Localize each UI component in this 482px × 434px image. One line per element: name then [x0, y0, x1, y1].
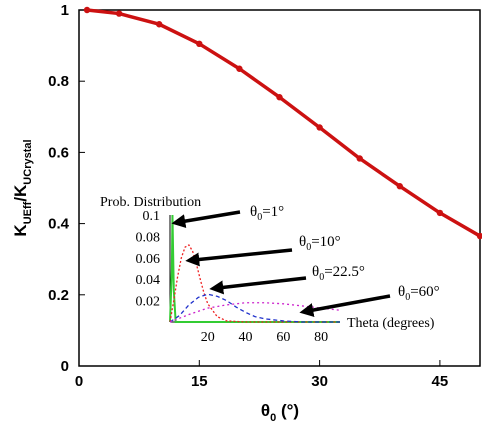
annotations: θ0=1°θ0=10°θ0=22.5°θ0=60°: [171, 204, 440, 317]
inset-y-tick-label: 0.08: [136, 230, 161, 245]
inset-title: Prob. Distribution: [100, 195, 201, 210]
x-label-subscript: 0: [270, 412, 276, 424]
data-point: [476, 232, 482, 240]
annotation-subscript: 0: [306, 242, 311, 253]
annotation-label: θ0=22.5°: [312, 264, 365, 283]
inset-x-axis-label: Theta (degrees): [347, 316, 435, 331]
inset-y-tick-label: 0.1: [143, 209, 161, 224]
y-tick-label: 0.4: [48, 216, 70, 233]
data-point: [276, 94, 283, 101]
annotation-subscript: 0: [257, 212, 262, 223]
inset-y-tick-label: 0.06: [136, 252, 161, 267]
annotation-value: =10°: [311, 234, 340, 250]
inset-series-line: [169, 302, 341, 323]
inset-x-tick-label: 40: [239, 330, 253, 345]
annotation-arrow: [209, 276, 307, 295]
x-label-unit: (°): [276, 401, 299, 420]
annotation-value: =1°: [262, 204, 284, 220]
annotation-label: θ0=60°: [398, 284, 440, 303]
data-point: [316, 124, 323, 131]
x-tick-label: 0: [75, 373, 83, 390]
y-label-sub1: UEff: [22, 201, 34, 224]
main-x-axis-label: θ0 (°): [261, 401, 299, 424]
y-tick-label: 0.2: [48, 287, 69, 304]
inset-series-line: [169, 293, 340, 323]
annotation-arrow: [171, 210, 241, 229]
annotation-subscript: 0: [319, 272, 324, 283]
main-axes-frame: [78, 9, 481, 367]
x-tick-label: 30: [311, 373, 328, 390]
data-point: [196, 40, 203, 48]
data-point: [83, 6, 91, 14]
annotation-arrow: [185, 248, 293, 267]
annotation-subscript: 0: [405, 292, 410, 303]
y-label-slash: /K: [11, 184, 30, 202]
data-point: [396, 183, 403, 190]
annotation-symbol: θ: [299, 234, 306, 250]
data-point: [236, 65, 243, 72]
inset-ticks: 20 40 60 80 0.02 0.04 0.06 0.08 0.1: [136, 209, 329, 345]
data-point: [356, 155, 363, 162]
inset-x-tick-label: 60: [276, 330, 290, 345]
main-series: [83, 6, 482, 240]
annotation-symbol: θ: [398, 284, 405, 300]
data-point: [156, 21, 163, 28]
annotation-label: θ0=1°: [250, 204, 284, 223]
x-tick-label: 45: [432, 373, 449, 390]
inset-plot: Prob. Distribution 20 40 60 80 0.02 0.04 0.06 0…: [100, 195, 435, 345]
inset-x-tick-label: 80: [314, 330, 328, 345]
annotation-label: θ0=10°: [299, 234, 341, 253]
x-tick-label: 15: [191, 373, 208, 390]
data-point: [115, 10, 123, 17]
annotation-symbol: θ: [250, 204, 257, 220]
x-label-symbol: θ: [261, 401, 270, 420]
y-label-main1: K: [11, 224, 30, 237]
inset-x-tick-label: 20: [201, 330, 215, 345]
annotation-value: =22.5°: [324, 264, 365, 280]
y-tick-label: 0.8: [48, 73, 69, 90]
inset-y-tick-label: 0.02: [136, 295, 161, 310]
annotation-value: =60°: [410, 284, 439, 300]
annotation-symbol: θ: [312, 264, 319, 280]
y-tick-label: 0.6: [48, 144, 69, 161]
y-tick-label: 0: [61, 358, 69, 375]
data-point: [436, 209, 444, 217]
main-y-axis-label: KUEff/KUCrystal: [11, 139, 34, 236]
annotation-arrow: [299, 294, 391, 317]
y-label-sub2: UCrystal: [22, 139, 34, 184]
inset-series-line: [169, 214, 340, 323]
inset-y-tick-label: 0.04: [136, 273, 161, 288]
main-ticks: 0 15 30 45 0 0.2 0.4 0.6 0.8 1: [48, 2, 448, 390]
y-tick-label: 1: [61, 2, 69, 19]
